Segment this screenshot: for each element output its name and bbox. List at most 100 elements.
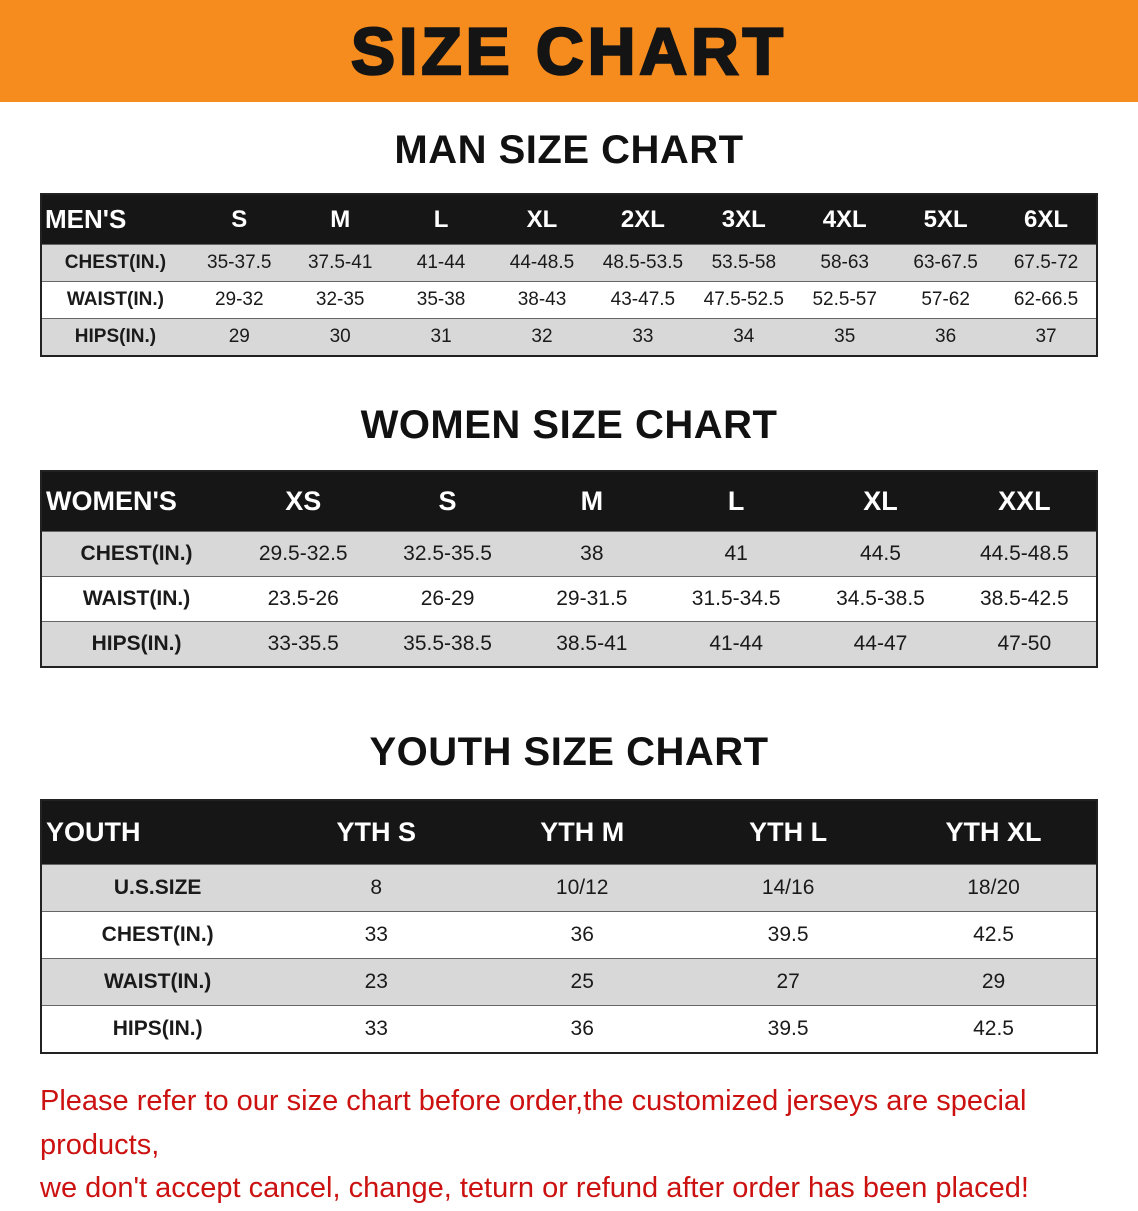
size-value: 33: [273, 1005, 480, 1053]
youth-size-table: YOUTH YTH S YTH M YTH L YTH XL U.S.SIZE 8 10/12…: [40, 799, 1098, 1054]
size-value: 35-38: [390, 281, 492, 319]
size-value: 36: [479, 911, 686, 959]
row-label: HIPS(IN.): [41, 1005, 274, 1053]
disclaimer-line-1: Please refer to our size chart before or…: [40, 1085, 1027, 1161]
size-value: 29: [891, 958, 1097, 1006]
row-label: WAIST(IN.): [41, 576, 232, 622]
size-value: 41-44: [390, 244, 492, 282]
column-header: YTH S: [273, 800, 480, 865]
column-header: 2XL: [592, 194, 694, 245]
women-table-title: WOMEN'S: [41, 471, 232, 532]
men-size-table: MEN'S S M L XL 2XL 3XL 4XL 5XL 6XL CHEST(IN.) 35-37…: [40, 193, 1098, 357]
size-value: 32-35: [289, 281, 391, 319]
size-value: 33: [273, 911, 480, 959]
table-row: CHEST(IN.) 35-37.5 37.5-41 41-44 44-48.5 48.5…: [41, 244, 1097, 282]
header-row: YOUTH YTH S YTH M YTH L YTH XL: [41, 800, 1097, 865]
table-row: CHEST(IN.) 29.5-32.5 32.5-35.5 38 41 44.5 44.5…: [41, 531, 1097, 577]
table-row: HIPS(IN.) 33-35.5 35.5-38.5 38.5-41 41-44 44-…: [41, 621, 1097, 667]
size-value: 37.5-41: [289, 244, 391, 282]
column-header: XL: [491, 194, 593, 245]
column-header: XS: [231, 471, 376, 532]
row-label: HIPS(IN.): [41, 621, 232, 667]
size-value: 43-47.5: [592, 281, 694, 319]
size-value: 35-37.5: [188, 244, 290, 282]
size-value: 44.5-48.5: [952, 531, 1097, 577]
women-section-heading: WOMEN SIZE CHART: [360, 403, 778, 447]
size-value: 38.5-41: [519, 621, 665, 667]
column-header: XXL: [952, 471, 1097, 532]
row-label: CHEST(IN.): [41, 911, 274, 959]
size-value: 30: [289, 318, 391, 356]
size-value: 32.5-35.5: [375, 531, 520, 577]
disclaimer-line-2: we don't accept cancel, change, teturn o…: [40, 1172, 1029, 1204]
size-value: 63-67.5: [895, 244, 997, 282]
column-header: YTH XL: [891, 800, 1097, 865]
size-value: 33-35.5: [231, 621, 376, 667]
header-row: WOMEN'S XS S M L XL XXL: [41, 471, 1097, 532]
youth-section: YOUTH SIZE CHART YOUTH YTH S YTH M YTH L YTH …: [0, 730, 1138, 1054]
size-value: 52.5-57: [794, 281, 896, 319]
column-header: YTH M: [479, 800, 686, 865]
size-value: 10/12: [479, 864, 686, 912]
table-row: WAIST(IN.) 29-32 32-35 35-38 38-43 43-47.5 47.…: [41, 281, 1097, 319]
size-value: 67.5-72: [996, 244, 1097, 282]
row-label: CHEST(IN.): [41, 244, 189, 282]
size-value: 39.5: [685, 911, 892, 959]
table-row: WAIST(IN.) 23.5-26 26-29 29-31.5 31.5-34.5 34…: [41, 576, 1097, 622]
column-header: 6XL: [996, 194, 1097, 245]
column-header: L: [664, 471, 809, 532]
size-value: 41: [664, 531, 809, 577]
size-value: 42.5: [891, 1005, 1097, 1053]
column-header: M: [289, 194, 391, 245]
size-value: 35.5-38.5: [375, 621, 520, 667]
size-value: 29-32: [188, 281, 290, 319]
women-size-table: WOMEN'S XS S M L XL XXL CHEST(IN.) 29.5-32.5 32.5…: [40, 470, 1098, 668]
size-value: 39.5: [685, 1005, 892, 1053]
size-value: 23: [273, 958, 480, 1006]
men-section: MAN SIZE CHART MEN'S S M L XL 2XL 3XL 4XL 5XL 6XL C…: [0, 128, 1138, 357]
size-value: 8: [273, 864, 480, 912]
size-value: 47-50: [952, 621, 1097, 667]
column-header: 5XL: [895, 194, 997, 245]
row-label: WAIST(IN.): [41, 958, 274, 1006]
size-value: 58-63: [794, 244, 896, 282]
size-value: 38-43: [491, 281, 593, 319]
size-value: 34: [693, 318, 795, 356]
women-section: WOMEN SIZE CHART WOMEN'S XS S M L XL XXL CHEST(I…: [0, 403, 1138, 668]
size-value: 47.5-52.5: [693, 281, 795, 319]
size-value: 27: [685, 958, 892, 1006]
size-value: 44.5: [808, 531, 953, 577]
size-value: 32: [491, 318, 593, 356]
size-value: 36: [479, 1005, 686, 1053]
size-value: 48.5-53.5: [592, 244, 694, 282]
size-value: 34.5-38.5: [808, 576, 953, 622]
disclaimer-text: Please refer to our size chart before or…: [40, 1080, 1138, 1211]
youth-table-title: YOUTH: [41, 800, 274, 865]
size-value: 25: [479, 958, 686, 1006]
size-value: 57-62: [895, 281, 997, 319]
size-value: 14/16: [685, 864, 892, 912]
column-header: L: [390, 194, 492, 245]
header-row: MEN'S S M L XL 2XL 3XL 4XL 5XL 6XL: [41, 194, 1097, 245]
table-row: U.S.SIZE 8 10/12 14/16 18/20: [41, 864, 1097, 912]
size-value: 29.5-32.5: [231, 531, 376, 577]
size-value: 29: [188, 318, 290, 356]
column-header: YTH L: [685, 800, 892, 865]
row-label: WAIST(IN.): [41, 281, 189, 319]
table-row: HIPS(IN.) 29 30 31 32 33 34 35 36 37: [41, 318, 1097, 356]
page-title: SIZE CHART: [350, 13, 787, 90]
size-chart-sections: MAN SIZE CHART MEN'S S M L XL 2XL 3XL 4XL 5XL 6XL C…: [0, 128, 1138, 1054]
size-value: 33: [592, 318, 694, 356]
men-table-title: MEN'S: [41, 194, 189, 245]
column-header: S: [188, 194, 290, 245]
size-value: 38.5-42.5: [952, 576, 1097, 622]
table-row: CHEST(IN.) 33 36 39.5 42.5: [41, 911, 1097, 959]
size-value: 36: [895, 318, 997, 356]
size-value: 18/20: [891, 864, 1097, 912]
column-header: S: [375, 471, 520, 532]
size-value: 37: [996, 318, 1097, 356]
size-value: 35: [794, 318, 896, 356]
size-value: 29-31.5: [519, 576, 665, 622]
row-label: HIPS(IN.): [41, 318, 189, 356]
youth-section-heading: YOUTH SIZE CHART: [369, 730, 769, 774]
